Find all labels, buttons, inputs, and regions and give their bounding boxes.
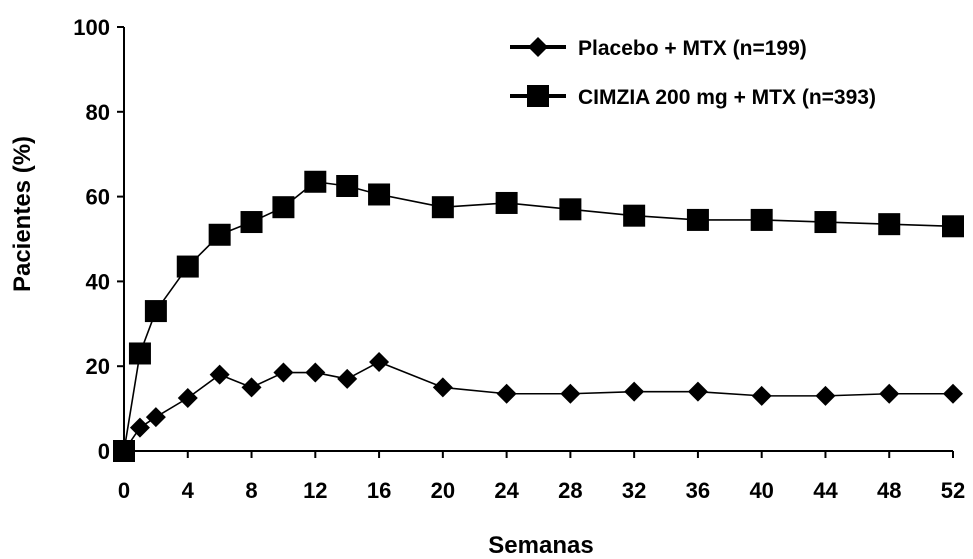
x-tick-label: 40: [749, 478, 773, 503]
data-point: [942, 215, 964, 238]
data-point: [560, 383, 581, 404]
data-point: [432, 377, 453, 398]
data-point: [943, 383, 963, 404]
data-point: [128, 342, 151, 365]
axes: [123, 27, 953, 452]
data-point: [176, 255, 199, 278]
x-tick-label: 32: [622, 478, 646, 503]
x-tick-label: 16: [367, 478, 391, 503]
y-tick-label: 40: [86, 269, 110, 294]
x-tick-label: 28: [558, 478, 582, 503]
data-point: [623, 204, 646, 227]
y-tick-label: 80: [86, 100, 110, 125]
series-1: [114, 351, 963, 461]
y-tick-label: 20: [86, 354, 110, 379]
data-point: [304, 170, 327, 193]
x-tick-label: 4: [182, 478, 195, 503]
x-axis-ticks: 0 4 8 12 16 20 24 28 32 36 40 44 48 52: [118, 451, 965, 503]
data-point: [495, 191, 518, 214]
x-tick-label: 36: [686, 478, 710, 503]
data-point: [368, 183, 391, 206]
x-tick-label: 0: [118, 478, 130, 503]
legend-item: CIMZIA 200 mg + MTX (n=393): [510, 85, 876, 109]
data-point: [814, 211, 837, 234]
data-point: [750, 208, 773, 231]
y-axis-ticks: 0 20 40 60 80 100: [73, 15, 124, 464]
data-point: [336, 175, 359, 197]
data-point: [272, 196, 295, 219]
data-point: [208, 223, 231, 246]
y-tick-label: 60: [86, 185, 110, 210]
data-point: [686, 208, 709, 231]
data-point: [241, 377, 262, 398]
series-layer: [113, 170, 964, 462]
x-tick-label: 48: [877, 478, 901, 503]
data-point: [815, 385, 836, 406]
data-point: [113, 440, 135, 462]
data-point: [624, 381, 645, 402]
square-marker-icon: [527, 85, 549, 107]
data-point: [177, 388, 198, 408]
x-axis-title: Semanas: [488, 532, 593, 559]
data-point: [337, 368, 358, 389]
data-point: [273, 362, 294, 383]
data-point: [559, 198, 582, 221]
data-point: [369, 351, 390, 372]
legend-label: CIMZIA 200 mg + MTX (n=393): [578, 86, 876, 109]
data-point: [305, 362, 326, 383]
diamond-marker-icon: [528, 37, 548, 57]
data-point: [496, 383, 517, 404]
x-tick-label: 44: [813, 478, 838, 503]
data-point: [687, 381, 708, 402]
data-point: [145, 407, 166, 428]
data-point: [129, 417, 150, 438]
data-point: [751, 385, 772, 406]
legend: Placebo + MTX (n=199) CIMZIA 200 mg + MTX…: [510, 37, 876, 109]
x-tick-label: 8: [245, 478, 257, 503]
x-tick-label: 52: [941, 478, 965, 503]
y-axis-title: Pacientes (%): [9, 136, 36, 292]
y-tick-label: 0: [98, 439, 110, 464]
series-2: [113, 170, 964, 462]
x-tick-label: 20: [431, 478, 455, 503]
series-line: [123, 361, 953, 452]
x-tick-label: 24: [494, 478, 519, 503]
data-point: [240, 211, 263, 234]
data-point: [431, 196, 454, 219]
data-point: [209, 364, 230, 385]
data-point: [879, 383, 900, 404]
data-point: [878, 213, 901, 236]
legend-label: Placebo + MTX (n=199): [578, 37, 807, 60]
legend-item: Placebo + MTX (n=199): [510, 37, 807, 60]
data-point: [144, 300, 167, 323]
x-tick-label: 12: [303, 478, 327, 503]
y-tick-label: 100: [73, 15, 110, 40]
